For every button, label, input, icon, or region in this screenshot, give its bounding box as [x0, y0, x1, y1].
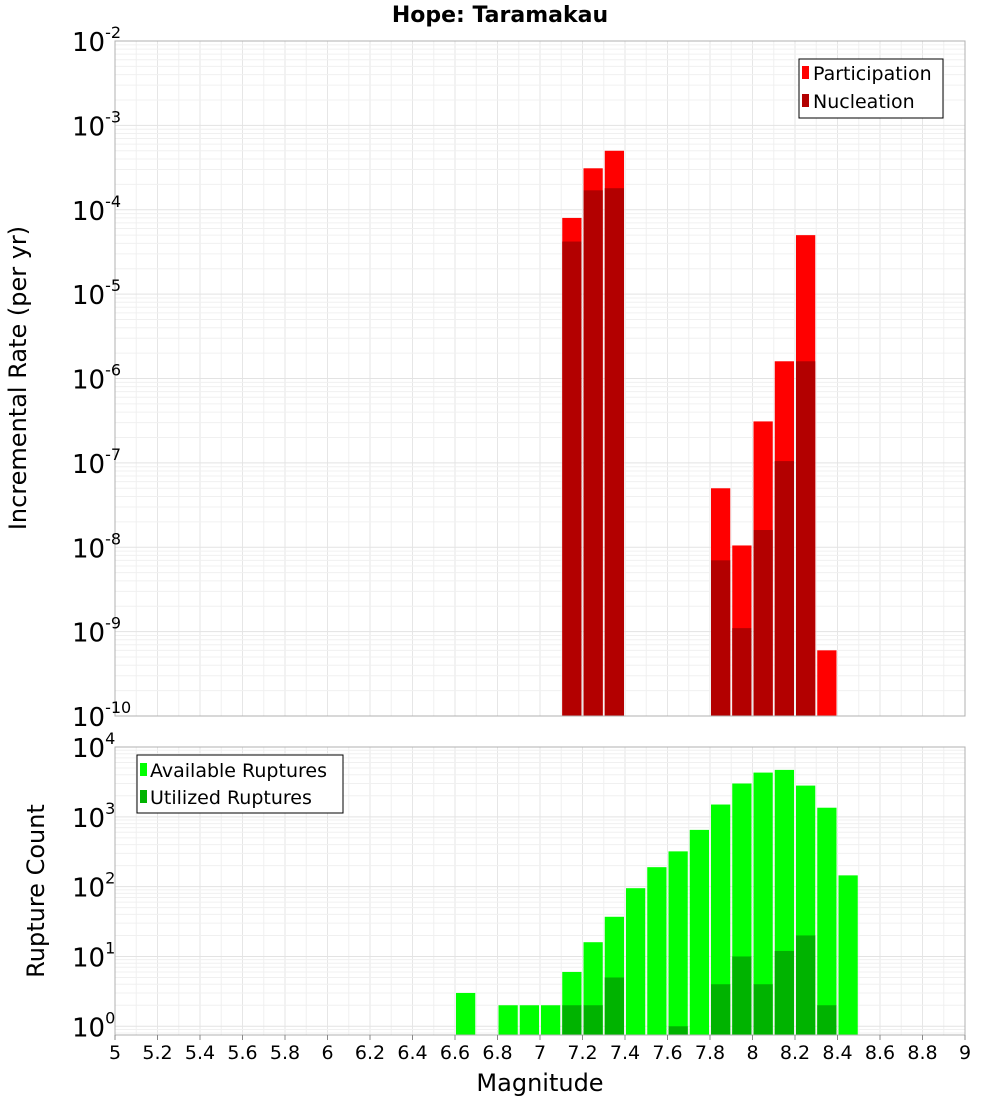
- x-tick-label: 6.8: [482, 1042, 512, 1064]
- legend-available: Available Ruptures: [150, 760, 327, 782]
- bar-secondary: [774, 950, 794, 1035]
- x-tick-label: 9: [959, 1042, 971, 1064]
- bar-secondary: [774, 461, 794, 716]
- rate-y-tick-label: 10-3: [72, 107, 121, 142]
- x-tick-label: 5: [109, 1042, 121, 1064]
- x-axis-label: Magnitude: [476, 1069, 603, 1097]
- bar-secondary: [732, 628, 752, 716]
- bar-secondary: [583, 1005, 603, 1035]
- count-bars: [456, 769, 858, 1035]
- count-y-ticks: 104 103 102 101 100: [72, 729, 115, 1043]
- x-tick-label: 5.2: [142, 1042, 172, 1064]
- x-tick-label: 5.6: [227, 1042, 257, 1064]
- bar-secondary: [796, 361, 816, 716]
- count-y-tick-label: 104: [72, 729, 115, 764]
- x-tick-label: 8.8: [907, 1042, 937, 1064]
- bar-primary: [689, 829, 709, 1035]
- bar-secondary: [668, 1026, 688, 1035]
- nucleation-swatch: [802, 94, 809, 107]
- rate-panel: 10-2 10-3 10-4 10-5 10-6 10-7 10-8 10-9 10-10 In…: [4, 23, 966, 733]
- bar-secondary: [732, 956, 752, 1035]
- x-ticks: 5 5.2 5.4 5.6 5.8 6 6.2 6.4 6.6 6.8 7 7.2 7.4 7.6 7.8 8…: [109, 1035, 971, 1064]
- x-tick-label: 6.4: [397, 1042, 427, 1064]
- bar-primary: [838, 875, 858, 1035]
- bar-secondary: [604, 977, 624, 1035]
- count-legend-box: [136, 754, 344, 814]
- bar-primary: [498, 1005, 518, 1035]
- rate-y-tick-label: 10-7: [72, 445, 121, 480]
- bar-primary: [456, 992, 476, 1035]
- legend-utilized: Utilized Ruptures: [150, 787, 312, 809]
- rate-plot-border: [114, 40, 966, 717]
- x-tick-label: 7.2: [567, 1042, 597, 1064]
- legend-nucleation: Nucleation: [813, 91, 915, 113]
- bar-secondary: [711, 984, 731, 1035]
- rate-y-tick-label: 10-6: [72, 361, 121, 396]
- bar-secondary: [753, 530, 773, 716]
- bar-primary: [519, 1005, 539, 1035]
- rate-grid: [114, 40, 966, 717]
- x-tick-label: 7.4: [610, 1042, 640, 1064]
- bar-secondary: [604, 188, 624, 717]
- chart-title: Hope: Taramakau: [392, 3, 608, 28]
- x-tick-label: 7.8: [695, 1042, 725, 1064]
- bar-secondary: [753, 984, 773, 1035]
- bar-secondary: [817, 1005, 837, 1035]
- legend-participation: Participation: [813, 63, 932, 85]
- available-swatch: [140, 763, 147, 776]
- bar-primary: [668, 851, 688, 1035]
- count-panel: 104 103 102 101 100 Rupture Count Available …: [22, 729, 966, 1043]
- x-tick-label: 6: [321, 1042, 333, 1064]
- count-y-axis-label: Rupture Count: [22, 804, 50, 978]
- x-tick-label: 7.6: [652, 1042, 682, 1064]
- rate-y-tick-label: 10-4: [72, 192, 121, 227]
- participation-swatch: [802, 66, 809, 79]
- rate-bars: [562, 150, 837, 717]
- count-y-tick-label: 100: [72, 1008, 115, 1043]
- rate-y-tick-label: 10-5: [72, 276, 121, 311]
- x-tick-label: 6.2: [355, 1042, 385, 1064]
- bar-primary: [541, 1005, 561, 1035]
- rate-y-ticks: 10-2 10-3 10-4 10-5 10-6 10-7 10-8 10-9 10-10: [72, 23, 131, 733]
- bar-secondary: [711, 560, 731, 716]
- bar-secondary: [796, 935, 816, 1035]
- bar-secondary: [562, 241, 582, 717]
- rate-y-tick-label: 10-2: [72, 23, 121, 58]
- rate-legend: Participation Nucleation: [798, 58, 944, 119]
- rate-y-tick-label: 10-9: [72, 614, 121, 649]
- x-tick-label: 8.2: [780, 1042, 810, 1064]
- count-y-tick-label: 101: [72, 938, 115, 973]
- rate-legend-box: [798, 58, 944, 119]
- x-tick-label: 7: [534, 1042, 546, 1064]
- x-tick-label: 5.8: [270, 1042, 300, 1064]
- rate-y-tick-label: 10-10: [72, 698, 131, 733]
- bar-primary: [647, 867, 667, 1035]
- x-tick-label: 8: [746, 1042, 758, 1064]
- count-legend: Available Ruptures Utilized Ruptures: [136, 754, 344, 814]
- bar-primary: [626, 888, 646, 1035]
- x-tick-label: 8.4: [822, 1042, 852, 1064]
- x-tick-label: 8.6: [865, 1042, 895, 1064]
- bar-primary: [711, 804, 731, 1035]
- count-y-tick-label: 103: [72, 799, 115, 834]
- bar-primary: [817, 807, 837, 1035]
- x-tick-label: 6.6: [440, 1042, 470, 1064]
- bar-primary: [817, 650, 837, 716]
- rate-y-tick-label: 10-8: [72, 529, 121, 564]
- rate-y-axis-label: Incremental Rate (per yr): [4, 226, 32, 530]
- count-y-tick-label: 102: [72, 869, 115, 904]
- bar-secondary: [583, 190, 603, 716]
- x-tick-label: 5.4: [185, 1042, 215, 1064]
- bar-primary: [753, 772, 773, 1035]
- utilized-swatch: [140, 790, 147, 803]
- bar-secondary: [562, 1005, 582, 1035]
